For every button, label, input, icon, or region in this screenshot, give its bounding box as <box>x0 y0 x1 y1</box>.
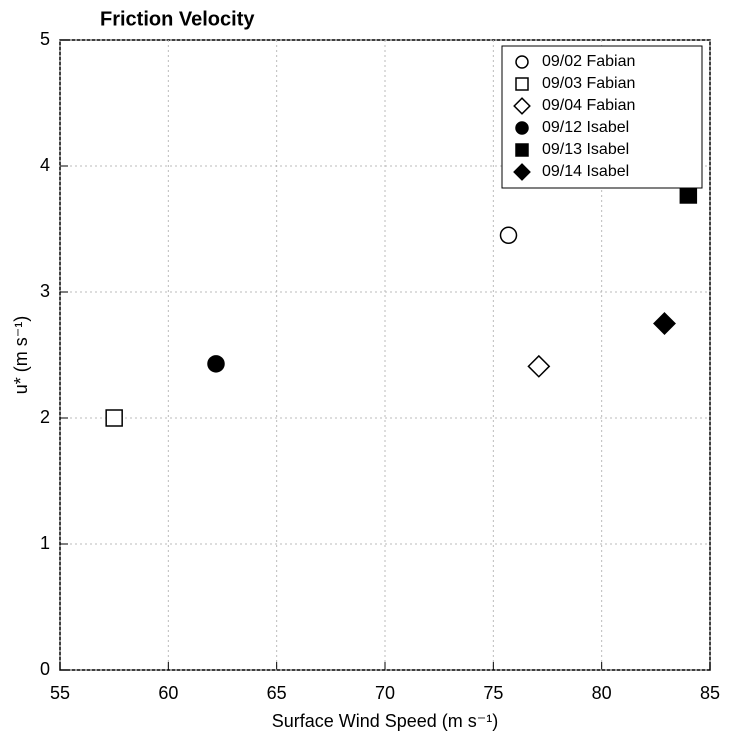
legend-label: 09/04 Fabian <box>542 97 635 114</box>
y-tick-label: 2 <box>40 407 50 427</box>
legend-marker <box>515 55 529 69</box>
x-tick-label: 80 <box>592 683 612 703</box>
data-point <box>207 355 225 373</box>
legend-label: 09/03 Fabian <box>542 75 635 92</box>
data-point <box>105 409 123 427</box>
x-tick-label: 60 <box>158 683 178 703</box>
data-point <box>679 186 698 204</box>
legend-marker <box>515 77 529 91</box>
y-tick-label: 3 <box>40 281 50 301</box>
data-point <box>499 226 518 245</box>
y-axis-label: u* (m s⁻¹) <box>11 316 31 395</box>
legend-marker <box>515 143 529 157</box>
chart-title: Friction Velocity <box>100 8 255 30</box>
x-tick-label: 55 <box>50 683 70 703</box>
data-point <box>527 354 551 378</box>
legend-label: 09/14 Isabel <box>542 163 629 180</box>
legend-marker <box>513 163 531 181</box>
legend-label: 09/13 Isabel <box>542 141 629 158</box>
legend-marker <box>513 97 531 115</box>
y-tick-label: 0 <box>40 659 50 679</box>
data-point <box>653 312 676 335</box>
x-tick-label: 85 <box>700 683 720 703</box>
legend-label: 09/02 Fabian <box>542 53 635 70</box>
x-tick-label: 65 <box>267 683 287 703</box>
y-tick-label: 4 <box>40 155 50 175</box>
y-tick-label: 5 <box>40 29 50 49</box>
legend-marker <box>515 121 529 135</box>
x-tick-label: 70 <box>375 683 395 703</box>
legend-box <box>501 45 703 189</box>
x-tick-label: 75 <box>483 683 503 703</box>
legend-label: 09/12 Isabel <box>542 119 629 136</box>
x-axis-label: Surface Wind Speed (m s⁻¹) <box>272 711 499 731</box>
y-tick-label: 1 <box>40 533 50 553</box>
